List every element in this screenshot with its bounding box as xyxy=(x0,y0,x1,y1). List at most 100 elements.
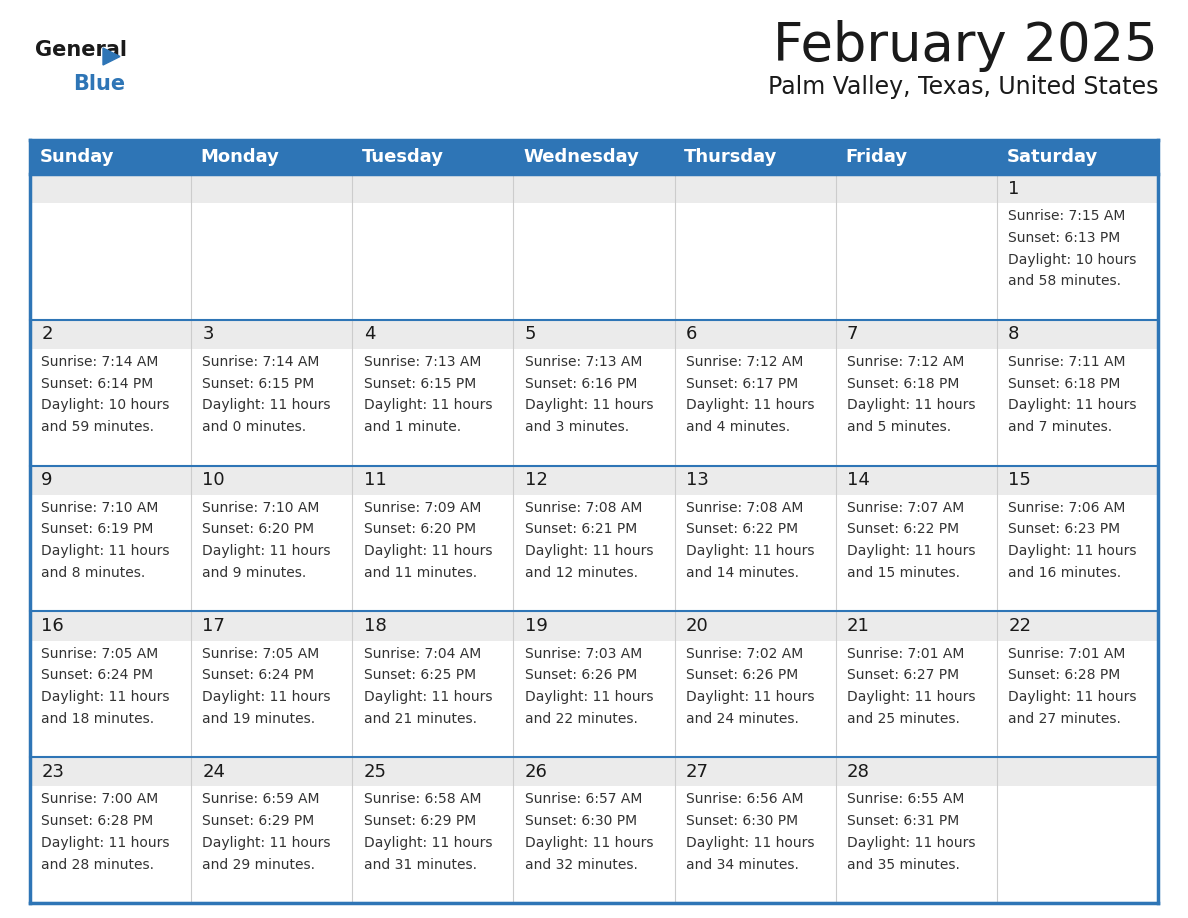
Text: and 7 minutes.: and 7 minutes. xyxy=(1009,420,1112,434)
Text: Daylight: 11 hours: Daylight: 11 hours xyxy=(525,398,653,412)
Bar xyxy=(30,174,1158,203)
Text: Daylight: 11 hours: Daylight: 11 hours xyxy=(202,398,331,412)
Bar xyxy=(191,140,353,174)
Text: Thursday: Thursday xyxy=(684,148,778,166)
Text: 21: 21 xyxy=(847,617,870,635)
Text: Sunrise: 7:14 AM: Sunrise: 7:14 AM xyxy=(202,355,320,369)
Text: 9: 9 xyxy=(42,471,52,489)
Text: 4: 4 xyxy=(364,325,375,343)
Text: and 14 minutes.: and 14 minutes. xyxy=(685,565,798,580)
Text: Sunset: 6:31 PM: Sunset: 6:31 PM xyxy=(847,814,959,828)
Text: Sunset: 6:13 PM: Sunset: 6:13 PM xyxy=(1009,231,1120,245)
Text: and 4 minutes.: and 4 minutes. xyxy=(685,420,790,434)
Text: Sunrise: 6:57 AM: Sunrise: 6:57 AM xyxy=(525,792,642,806)
Text: Sunrise: 6:56 AM: Sunrise: 6:56 AM xyxy=(685,792,803,806)
Text: 7: 7 xyxy=(847,325,859,343)
Text: Sunrise: 7:10 AM: Sunrise: 7:10 AM xyxy=(42,500,159,515)
Text: Sunset: 6:19 PM: Sunset: 6:19 PM xyxy=(42,522,153,536)
Text: and 9 minutes.: and 9 minutes. xyxy=(202,565,307,580)
Text: Sunrise: 7:08 AM: Sunrise: 7:08 AM xyxy=(685,500,803,515)
Bar xyxy=(30,319,1158,349)
Text: Wednesday: Wednesday xyxy=(523,148,639,166)
Text: Sunset: 6:28 PM: Sunset: 6:28 PM xyxy=(42,814,153,828)
Text: Sunset: 6:18 PM: Sunset: 6:18 PM xyxy=(847,376,960,391)
Text: and 1 minute.: and 1 minute. xyxy=(364,420,461,434)
Text: Daylight: 11 hours: Daylight: 11 hours xyxy=(202,835,331,850)
Text: Sunrise: 7:05 AM: Sunrise: 7:05 AM xyxy=(202,646,320,661)
Text: Daylight: 11 hours: Daylight: 11 hours xyxy=(1009,690,1137,704)
Text: 18: 18 xyxy=(364,617,386,635)
Text: Sunset: 6:15 PM: Sunset: 6:15 PM xyxy=(364,376,476,391)
Text: Sunrise: 7:06 AM: Sunrise: 7:06 AM xyxy=(1009,500,1125,515)
Text: Sunrise: 7:10 AM: Sunrise: 7:10 AM xyxy=(202,500,320,515)
Text: Sunset: 6:22 PM: Sunset: 6:22 PM xyxy=(685,522,798,536)
Text: Sunset: 6:25 PM: Sunset: 6:25 PM xyxy=(364,668,475,682)
Text: Sunset: 6:30 PM: Sunset: 6:30 PM xyxy=(525,814,637,828)
Text: Sunrise: 7:04 AM: Sunrise: 7:04 AM xyxy=(364,646,481,661)
Text: Daylight: 11 hours: Daylight: 11 hours xyxy=(847,690,975,704)
Bar xyxy=(30,495,1158,611)
Text: 15: 15 xyxy=(1009,471,1031,489)
Text: Daylight: 10 hours: Daylight: 10 hours xyxy=(1009,252,1137,266)
Bar xyxy=(30,140,191,174)
Text: and 3 minutes.: and 3 minutes. xyxy=(525,420,628,434)
Text: and 29 minutes.: and 29 minutes. xyxy=(202,857,316,871)
Text: Sunrise: 7:12 AM: Sunrise: 7:12 AM xyxy=(685,355,803,369)
Text: Daylight: 11 hours: Daylight: 11 hours xyxy=(364,544,492,558)
Text: Sunset: 6:20 PM: Sunset: 6:20 PM xyxy=(364,522,475,536)
Text: 6: 6 xyxy=(685,325,697,343)
Bar xyxy=(675,140,835,174)
Text: Sunset: 6:28 PM: Sunset: 6:28 PM xyxy=(1009,668,1120,682)
Text: Sunset: 6:16 PM: Sunset: 6:16 PM xyxy=(525,376,637,391)
Bar xyxy=(353,140,513,174)
Text: 14: 14 xyxy=(847,471,870,489)
Text: Tuesday: Tuesday xyxy=(362,148,444,166)
Text: Sunrise: 7:13 AM: Sunrise: 7:13 AM xyxy=(525,355,642,369)
Text: Daylight: 11 hours: Daylight: 11 hours xyxy=(364,835,492,850)
Text: 24: 24 xyxy=(202,763,226,781)
Text: and 31 minutes.: and 31 minutes. xyxy=(364,857,476,871)
Text: and 28 minutes.: and 28 minutes. xyxy=(42,857,154,871)
Text: Sunrise: 7:03 AM: Sunrise: 7:03 AM xyxy=(525,646,642,661)
Text: Sunset: 6:24 PM: Sunset: 6:24 PM xyxy=(42,668,153,682)
Text: Daylight: 11 hours: Daylight: 11 hours xyxy=(525,835,653,850)
Text: 26: 26 xyxy=(525,763,548,781)
Text: Daylight: 11 hours: Daylight: 11 hours xyxy=(202,544,331,558)
Bar xyxy=(30,757,1158,787)
Text: 22: 22 xyxy=(1009,617,1031,635)
Text: and 0 minutes.: and 0 minutes. xyxy=(202,420,307,434)
Text: Sunday: Sunday xyxy=(39,148,114,166)
Bar xyxy=(30,465,1158,495)
Text: and 21 minutes.: and 21 minutes. xyxy=(364,711,476,726)
Text: Sunrise: 7:14 AM: Sunrise: 7:14 AM xyxy=(42,355,159,369)
Text: Sunset: 6:26 PM: Sunset: 6:26 PM xyxy=(525,668,637,682)
Text: Daylight: 11 hours: Daylight: 11 hours xyxy=(847,544,975,558)
Text: Sunrise: 7:00 AM: Sunrise: 7:00 AM xyxy=(42,792,158,806)
Bar xyxy=(30,611,1158,641)
Text: Sunset: 6:17 PM: Sunset: 6:17 PM xyxy=(685,376,798,391)
Text: and 8 minutes.: and 8 minutes. xyxy=(42,565,145,580)
Text: Sunset: 6:20 PM: Sunset: 6:20 PM xyxy=(202,522,315,536)
Text: Sunset: 6:29 PM: Sunset: 6:29 PM xyxy=(364,814,476,828)
Text: and 58 minutes.: and 58 minutes. xyxy=(1009,274,1121,288)
Text: Daylight: 11 hours: Daylight: 11 hours xyxy=(42,544,170,558)
Text: and 35 minutes.: and 35 minutes. xyxy=(847,857,960,871)
Text: Sunrise: 6:55 AM: Sunrise: 6:55 AM xyxy=(847,792,965,806)
Text: Sunset: 6:29 PM: Sunset: 6:29 PM xyxy=(202,814,315,828)
Text: Sunrise: 7:12 AM: Sunrise: 7:12 AM xyxy=(847,355,965,369)
Text: 1: 1 xyxy=(1009,180,1019,197)
Text: Daylight: 11 hours: Daylight: 11 hours xyxy=(685,835,814,850)
Bar xyxy=(30,641,1158,757)
Text: Palm Valley, Texas, United States: Palm Valley, Texas, United States xyxy=(767,75,1158,99)
Text: Daylight: 11 hours: Daylight: 11 hours xyxy=(685,544,814,558)
Text: Sunrise: 7:02 AM: Sunrise: 7:02 AM xyxy=(685,646,803,661)
Text: and 32 minutes.: and 32 minutes. xyxy=(525,857,638,871)
Text: Daylight: 11 hours: Daylight: 11 hours xyxy=(525,690,653,704)
Text: February 2025: February 2025 xyxy=(773,20,1158,72)
Text: and 22 minutes.: and 22 minutes. xyxy=(525,711,638,726)
Text: Daylight: 11 hours: Daylight: 11 hours xyxy=(364,690,492,704)
Text: 20: 20 xyxy=(685,617,708,635)
Text: and 27 minutes.: and 27 minutes. xyxy=(1009,711,1121,726)
Bar xyxy=(997,140,1158,174)
Text: Sunrise: 7:01 AM: Sunrise: 7:01 AM xyxy=(847,646,965,661)
